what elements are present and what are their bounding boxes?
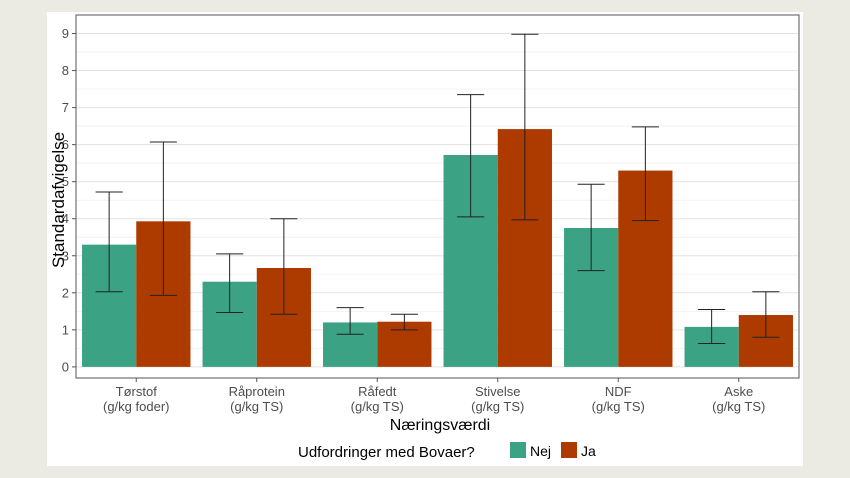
y-tick-label: 1: [62, 322, 69, 337]
legend-label-nej: Nej: [530, 443, 551, 459]
x-axis: Tørstof(g/kg foder)Råprotein(g/kg TS)Råf…: [103, 378, 765, 414]
grid-lines: [76, 33, 799, 368]
y-tick-label: 2: [62, 285, 69, 300]
x-tick-unit: (g/kg TS): [592, 399, 645, 414]
legend-key-ja: [561, 442, 577, 458]
x-tick-label: Råprotein: [229, 384, 285, 399]
legend-key-nej: [510, 442, 526, 458]
y-axis: 0 1 2 3 4 5 6 7 8 9: [62, 26, 76, 374]
legend: Udfordringer med Bovaer? Nej Ja: [298, 442, 596, 461]
legend-title: Udfordringer med Bovaer?: [298, 444, 475, 461]
bars: [82, 129, 793, 367]
y-tick-label: 9: [62, 26, 69, 41]
plot-panel-border: [75, 14, 800, 379]
y-tick-label: 4: [62, 211, 69, 226]
x-tick-unit: (g/kg foder): [103, 399, 169, 414]
x-tick-unit: (g/kg TS): [351, 399, 404, 414]
y-tick-label: 5: [62, 174, 69, 189]
x-tick-unit: (g/kg TS): [712, 399, 765, 414]
y-tick-label: 0: [62, 359, 69, 374]
y-tick-label: 3: [62, 248, 69, 263]
error-bars: [95, 33, 780, 345]
x-tick-label: NDF: [605, 384, 632, 399]
x-tick-label: Stivelse: [475, 384, 521, 399]
y-axis-label: Standardafvigelse: [49, 132, 68, 268]
x-tick-unit: (g/kg TS): [230, 399, 283, 414]
x-tick-label: Råfedt: [358, 384, 397, 399]
legend-label-ja: Ja: [581, 443, 596, 459]
y-tick-label: 7: [62, 100, 69, 115]
y-tick-label: 8: [62, 63, 69, 78]
x-axis-label: Næringsværdi: [390, 417, 490, 434]
x-tick-unit: (g/kg TS): [471, 399, 524, 414]
x-tick-label: Tørstof: [116, 384, 158, 399]
x-tick-label: Aske: [724, 384, 753, 399]
y-tick-label: 6: [62, 137, 69, 152]
